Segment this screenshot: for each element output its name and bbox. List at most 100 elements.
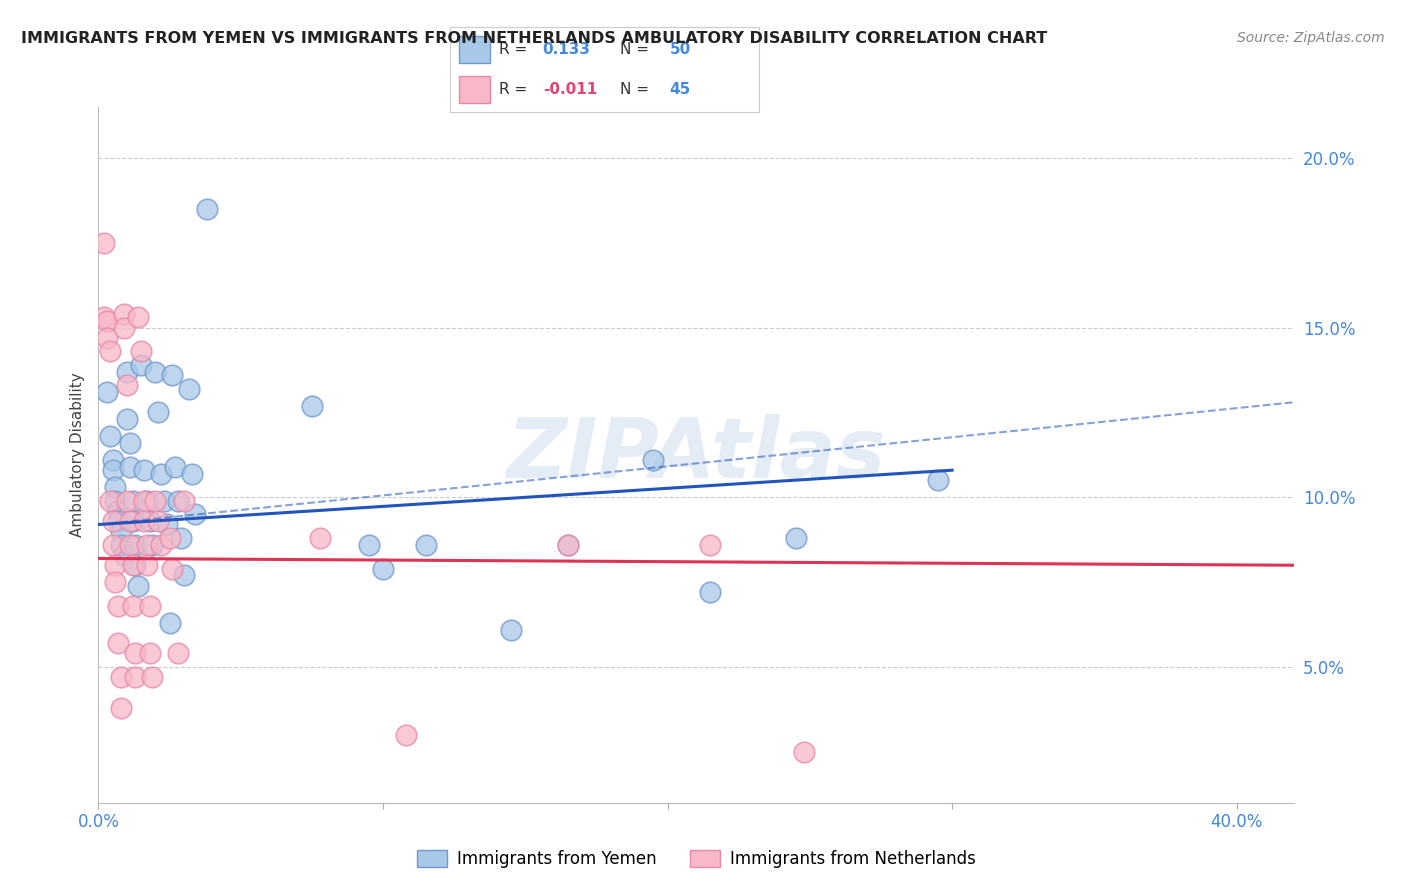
Text: IMMIGRANTS FROM YEMEN VS IMMIGRANTS FROM NETHERLANDS AMBULATORY DISABILITY CORRE: IMMIGRANTS FROM YEMEN VS IMMIGRANTS FROM… xyxy=(21,31,1047,46)
Point xyxy=(118,538,141,552)
Point xyxy=(107,599,129,613)
Point xyxy=(112,548,135,562)
Point xyxy=(184,508,207,522)
Text: -0.011: -0.011 xyxy=(543,82,598,97)
Point xyxy=(115,365,138,379)
Point xyxy=(101,453,124,467)
Point xyxy=(138,514,160,528)
Point xyxy=(118,514,141,528)
Point xyxy=(121,599,143,613)
Point xyxy=(159,615,181,630)
Point xyxy=(110,700,132,714)
Point xyxy=(124,558,146,573)
Point xyxy=(357,538,380,552)
Point xyxy=(181,467,204,481)
Point xyxy=(98,493,121,508)
Point xyxy=(124,670,146,684)
Point xyxy=(124,647,146,661)
Text: 50: 50 xyxy=(669,42,690,57)
Point xyxy=(104,480,127,494)
Text: N =: N = xyxy=(620,42,650,57)
Point xyxy=(115,412,138,426)
Point xyxy=(132,514,155,528)
Text: R =: R = xyxy=(499,82,527,97)
Point xyxy=(165,459,187,474)
Point xyxy=(132,463,155,477)
Point xyxy=(927,474,949,488)
Text: N =: N = xyxy=(620,82,650,97)
Point xyxy=(101,514,124,528)
Point xyxy=(112,320,135,334)
Point xyxy=(699,585,721,599)
Point xyxy=(121,558,143,573)
Point xyxy=(167,493,190,508)
Point xyxy=(148,514,170,528)
Point xyxy=(112,307,135,321)
Point xyxy=(129,344,152,359)
Point xyxy=(173,493,195,508)
Point xyxy=(121,514,143,528)
Text: ZIPAtlas: ZIPAtlas xyxy=(506,415,886,495)
Point xyxy=(167,647,190,661)
Point xyxy=(96,385,118,400)
Point xyxy=(135,558,157,573)
Point xyxy=(121,493,143,508)
Point xyxy=(135,493,157,508)
Point xyxy=(785,531,807,545)
Point xyxy=(395,728,418,742)
Point xyxy=(110,670,132,684)
Point xyxy=(699,538,721,552)
Point xyxy=(499,623,522,637)
Point xyxy=(162,561,184,575)
Point xyxy=(115,378,138,392)
Point xyxy=(132,493,155,508)
Point xyxy=(557,538,579,552)
Point xyxy=(129,358,152,372)
Point xyxy=(301,399,323,413)
Point xyxy=(93,310,115,325)
Point xyxy=(98,429,121,443)
Text: 45: 45 xyxy=(669,82,690,97)
Point xyxy=(143,365,166,379)
Point xyxy=(104,558,127,573)
Point xyxy=(101,463,124,477)
Point xyxy=(104,493,127,508)
Point xyxy=(141,538,163,552)
Legend: Immigrants from Yemen, Immigrants from Netherlands: Immigrants from Yemen, Immigrants from N… xyxy=(411,843,981,874)
Point xyxy=(557,538,579,552)
Point xyxy=(159,531,181,545)
Point xyxy=(793,745,815,759)
Point xyxy=(138,599,160,613)
Point xyxy=(110,538,132,552)
Point xyxy=(148,405,170,419)
Point xyxy=(170,531,193,545)
Point xyxy=(98,344,121,359)
Point xyxy=(101,538,124,552)
Bar xyxy=(460,36,491,63)
Point xyxy=(150,538,173,552)
Point xyxy=(150,467,173,481)
Point xyxy=(93,235,115,250)
Point xyxy=(127,310,149,325)
Point xyxy=(415,538,437,552)
Point xyxy=(138,647,160,661)
Point xyxy=(173,568,195,582)
Point xyxy=(179,382,201,396)
Point xyxy=(156,517,179,532)
Point xyxy=(643,453,665,467)
Point xyxy=(143,493,166,508)
Point xyxy=(96,314,118,328)
Text: Source: ZipAtlas.com: Source: ZipAtlas.com xyxy=(1237,31,1385,45)
Point xyxy=(118,459,141,474)
Point xyxy=(195,202,218,216)
Point xyxy=(107,514,129,528)
Point xyxy=(118,436,141,450)
Text: 0.133: 0.133 xyxy=(543,42,591,57)
Point xyxy=(371,561,394,575)
Point xyxy=(141,670,163,684)
Point xyxy=(104,575,127,590)
Point xyxy=(110,524,132,539)
Point xyxy=(135,538,157,552)
Point xyxy=(309,531,332,545)
Point xyxy=(96,331,118,345)
